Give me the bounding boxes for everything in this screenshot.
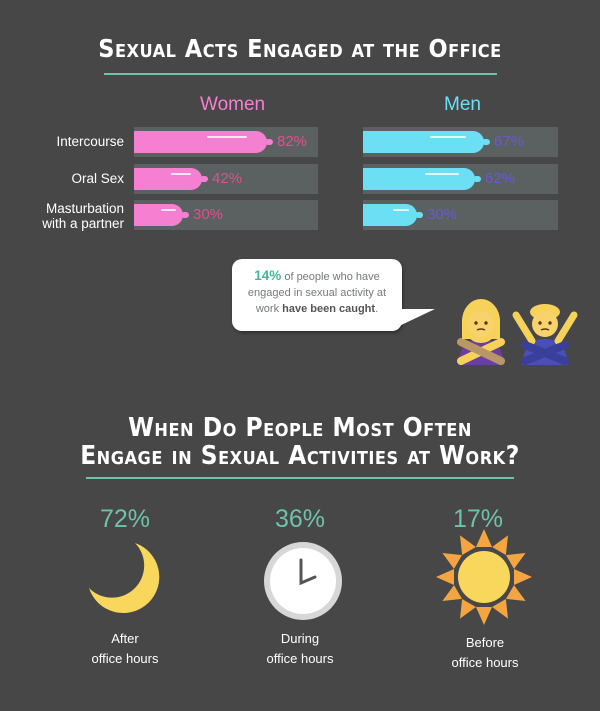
bar-tip bbox=[482, 139, 490, 145]
after-hours-line1: After bbox=[111, 631, 139, 646]
callout-text: 14% of people who have engaged in sexual… bbox=[238, 268, 396, 317]
sun-ray bbox=[476, 529, 492, 547]
sun-ray bbox=[506, 553, 526, 569]
bar-tip bbox=[473, 176, 481, 182]
man-gesturing-no-icon bbox=[512, 304, 578, 365]
bar-women-intercourse bbox=[134, 131, 273, 153]
before-hours-line2: office hours bbox=[451, 655, 519, 670]
callout-highlight: 14% bbox=[254, 268, 282, 283]
section2-title-line2: Engage in Sexual Activities at Work? bbox=[80, 441, 520, 471]
sun-ray bbox=[460, 535, 476, 555]
callout-strong: have been caught bbox=[282, 303, 376, 315]
before-hours-caption: Before office hours bbox=[405, 633, 565, 673]
sun-ray bbox=[442, 553, 462, 569]
bar-label-women-masturbation: 30% bbox=[193, 206, 224, 223]
bar-label-men-masturbation: 30% bbox=[427, 206, 458, 223]
caught-callout: 14% of people who have engaged in sexual… bbox=[232, 259, 435, 331]
sun-icon bbox=[436, 529, 532, 625]
sun-ray bbox=[506, 585, 526, 601]
row-label-masturbation-line1: Masturbation bbox=[45, 201, 124, 216]
bar-tip bbox=[200, 176, 208, 182]
bar-women-masturbation bbox=[134, 204, 189, 226]
bar-women-oral-sex bbox=[134, 168, 208, 190]
sun-ray bbox=[476, 607, 492, 625]
row-label-masturbation: Masturbation with a partner bbox=[0, 201, 124, 231]
before-hours-percent: 17% bbox=[452, 505, 504, 533]
bar-men-masturbation bbox=[363, 204, 423, 226]
after-hours-caption: After office hours bbox=[45, 629, 205, 669]
bar-shine bbox=[207, 136, 247, 138]
bar-tip bbox=[265, 139, 273, 145]
bar-label-men-intercourse: 67% bbox=[494, 133, 525, 150]
bar-shine bbox=[425, 173, 459, 175]
bar-shine bbox=[171, 173, 191, 175]
after-hours-line2: office hours bbox=[91, 651, 159, 666]
bar-men-intercourse bbox=[363, 131, 490, 153]
sun-ray bbox=[514, 569, 532, 585]
after-hours-percent: 72% bbox=[99, 505, 151, 533]
bar-tip bbox=[181, 212, 189, 218]
bar-shine bbox=[161, 209, 176, 211]
bar-label-men-oral-sex: 62% bbox=[485, 170, 516, 187]
section2-divider bbox=[86, 477, 514, 479]
during-hours-caption: During office hours bbox=[220, 629, 380, 669]
sun-ray bbox=[436, 569, 454, 585]
clock-icon bbox=[264, 542, 342, 620]
callout-end: . bbox=[375, 303, 379, 315]
bar-tip bbox=[415, 212, 423, 218]
bar-label-women-oral-sex: 42% bbox=[212, 170, 243, 187]
sun-ray bbox=[492, 535, 508, 555]
crescent-moon-icon bbox=[89, 543, 160, 614]
section1-divider bbox=[104, 73, 497, 75]
sun-ray bbox=[460, 599, 476, 619]
section1-title: Sexual Acts Engaged at the Office bbox=[98, 34, 502, 63]
sun-ray bbox=[492, 599, 508, 619]
during-hours-line2: office hours bbox=[266, 651, 334, 666]
before-hours-line1: Before bbox=[465, 635, 505, 650]
women-header: Women bbox=[200, 94, 266, 115]
callout-body: of people who have engaged in sexual act… bbox=[247, 271, 387, 315]
section2-title-line1: When Do People Most Often bbox=[128, 413, 472, 443]
callout-tail bbox=[397, 309, 435, 327]
bar-shine bbox=[430, 136, 466, 138]
during-hours-percent: 36% bbox=[274, 505, 326, 533]
row-label-intercourse: Intercourse bbox=[56, 134, 124, 149]
bar-men-oral-sex bbox=[363, 168, 481, 190]
sun-ray bbox=[442, 585, 462, 601]
row-label-masturbation-line2: with a partner bbox=[42, 216, 124, 231]
woman-gesturing-no-icon bbox=[457, 299, 505, 365]
row-label-oral-sex: Oral Sex bbox=[71, 171, 124, 186]
during-hours-line1: During bbox=[280, 631, 320, 646]
men-header: Men bbox=[444, 94, 481, 115]
bar-shine bbox=[393, 209, 409, 211]
bar-label-women-intercourse: 82% bbox=[277, 133, 308, 150]
